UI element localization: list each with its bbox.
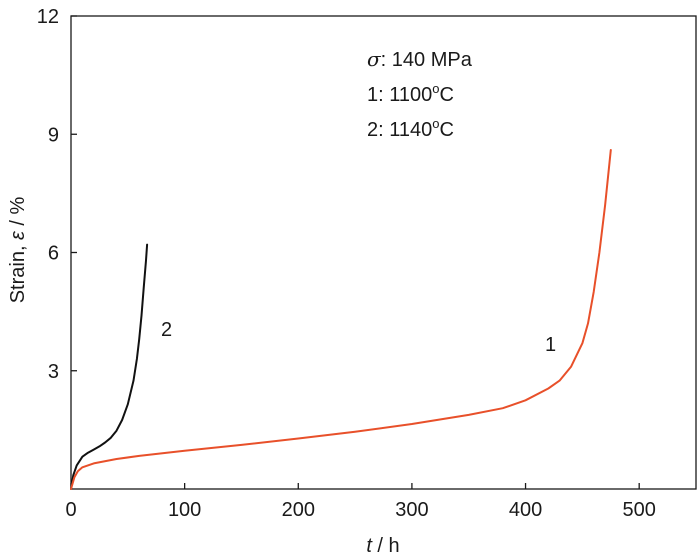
degree-superscript-1: o <box>432 81 439 96</box>
curve-2-temperature: 2: 1140oC <box>367 116 454 141</box>
curve-2-label: 2 <box>161 319 172 341</box>
x-axis-label-unit: / h <box>372 535 400 557</box>
curve-1-label: 1 <box>545 334 556 356</box>
y-tick-label: 9 <box>48 124 59 146</box>
sigma-symbol: σ <box>367 47 382 71</box>
temperature-unit-1: C <box>439 84 453 106</box>
y-tick-label: 6 <box>48 243 59 265</box>
x-tick-label: 500 <box>622 499 655 521</box>
temperature-unit-2: C <box>439 119 453 141</box>
curve-1-temperature: 1: 1100oC <box>367 81 454 106</box>
x-axis-label-symbol: t <box>366 535 373 557</box>
x-tick-label: 400 <box>509 499 542 521</box>
x-axis-ticks: 0 100 200 300 400 500 <box>65 483 656 521</box>
x-tick-label: 200 <box>282 499 315 521</box>
series-layer <box>70 149 612 490</box>
stress-annotation: σ: 140 MPa <box>367 47 473 71</box>
condition-annotations: σ: 140 MPa 1: 1100oC 2: 1140oC <box>367 47 473 141</box>
y-axis-label-symbol: ε <box>7 230 29 240</box>
curve-2-temperature-value: 2: 1140 <box>367 119 432 141</box>
y-tick-label: 3 <box>48 361 59 383</box>
series-line-2 <box>70 243 149 490</box>
stress-value: : 140 MPa <box>381 49 473 71</box>
y-axis-label-text: Strain, <box>7 240 29 303</box>
series-line-1 <box>70 149 612 490</box>
y-tick-label: 12 <box>37 6 59 28</box>
x-axis-label: t / h <box>366 535 399 557</box>
x-tick-label: 300 <box>395 499 428 521</box>
y-axis-ticks: 3 6 9 12 <box>37 6 77 383</box>
x-tick-label: 100 <box>168 499 201 521</box>
curve-1-temperature-value: 1: 1100 <box>367 84 432 106</box>
y-axis-label-unit: / % <box>7 196 29 231</box>
degree-superscript-2: o <box>432 116 439 131</box>
x-tick-label: 0 <box>65 499 76 521</box>
y-axis-label: Strain, ε / % <box>7 196 29 303</box>
